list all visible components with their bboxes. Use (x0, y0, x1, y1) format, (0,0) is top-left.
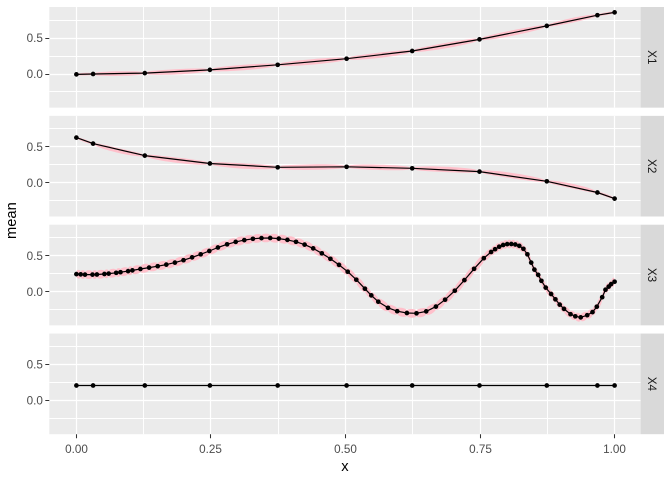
svg-text:0.00: 0.00 (65, 443, 88, 456)
svg-text:1.00: 1.00 (603, 443, 626, 456)
svg-text:0.75: 0.75 (469, 443, 492, 456)
svg-text:0.0: 0.0 (27, 286, 44, 299)
svg-text:0.25: 0.25 (199, 443, 222, 456)
svg-text:X2: X2 (645, 159, 658, 173)
svg-text:0.0: 0.0 (27, 177, 44, 190)
svg-text:0.50: 0.50 (334, 443, 357, 456)
svg-text:0.0: 0.0 (27, 395, 44, 408)
svg-text:x: x (341, 459, 349, 475)
svg-text:0.5: 0.5 (27, 250, 44, 263)
svg-text:0.5: 0.5 (27, 141, 44, 154)
svg-text:0.0: 0.0 (27, 68, 44, 81)
svg-text:X1: X1 (645, 50, 658, 64)
svg-text:X4: X4 (645, 377, 658, 392)
svg-text:0.5: 0.5 (27, 359, 44, 372)
svg-text:X3: X3 (645, 268, 658, 282)
svg-text:mean: mean (4, 202, 20, 239)
svg-text:0.5: 0.5 (27, 32, 44, 45)
